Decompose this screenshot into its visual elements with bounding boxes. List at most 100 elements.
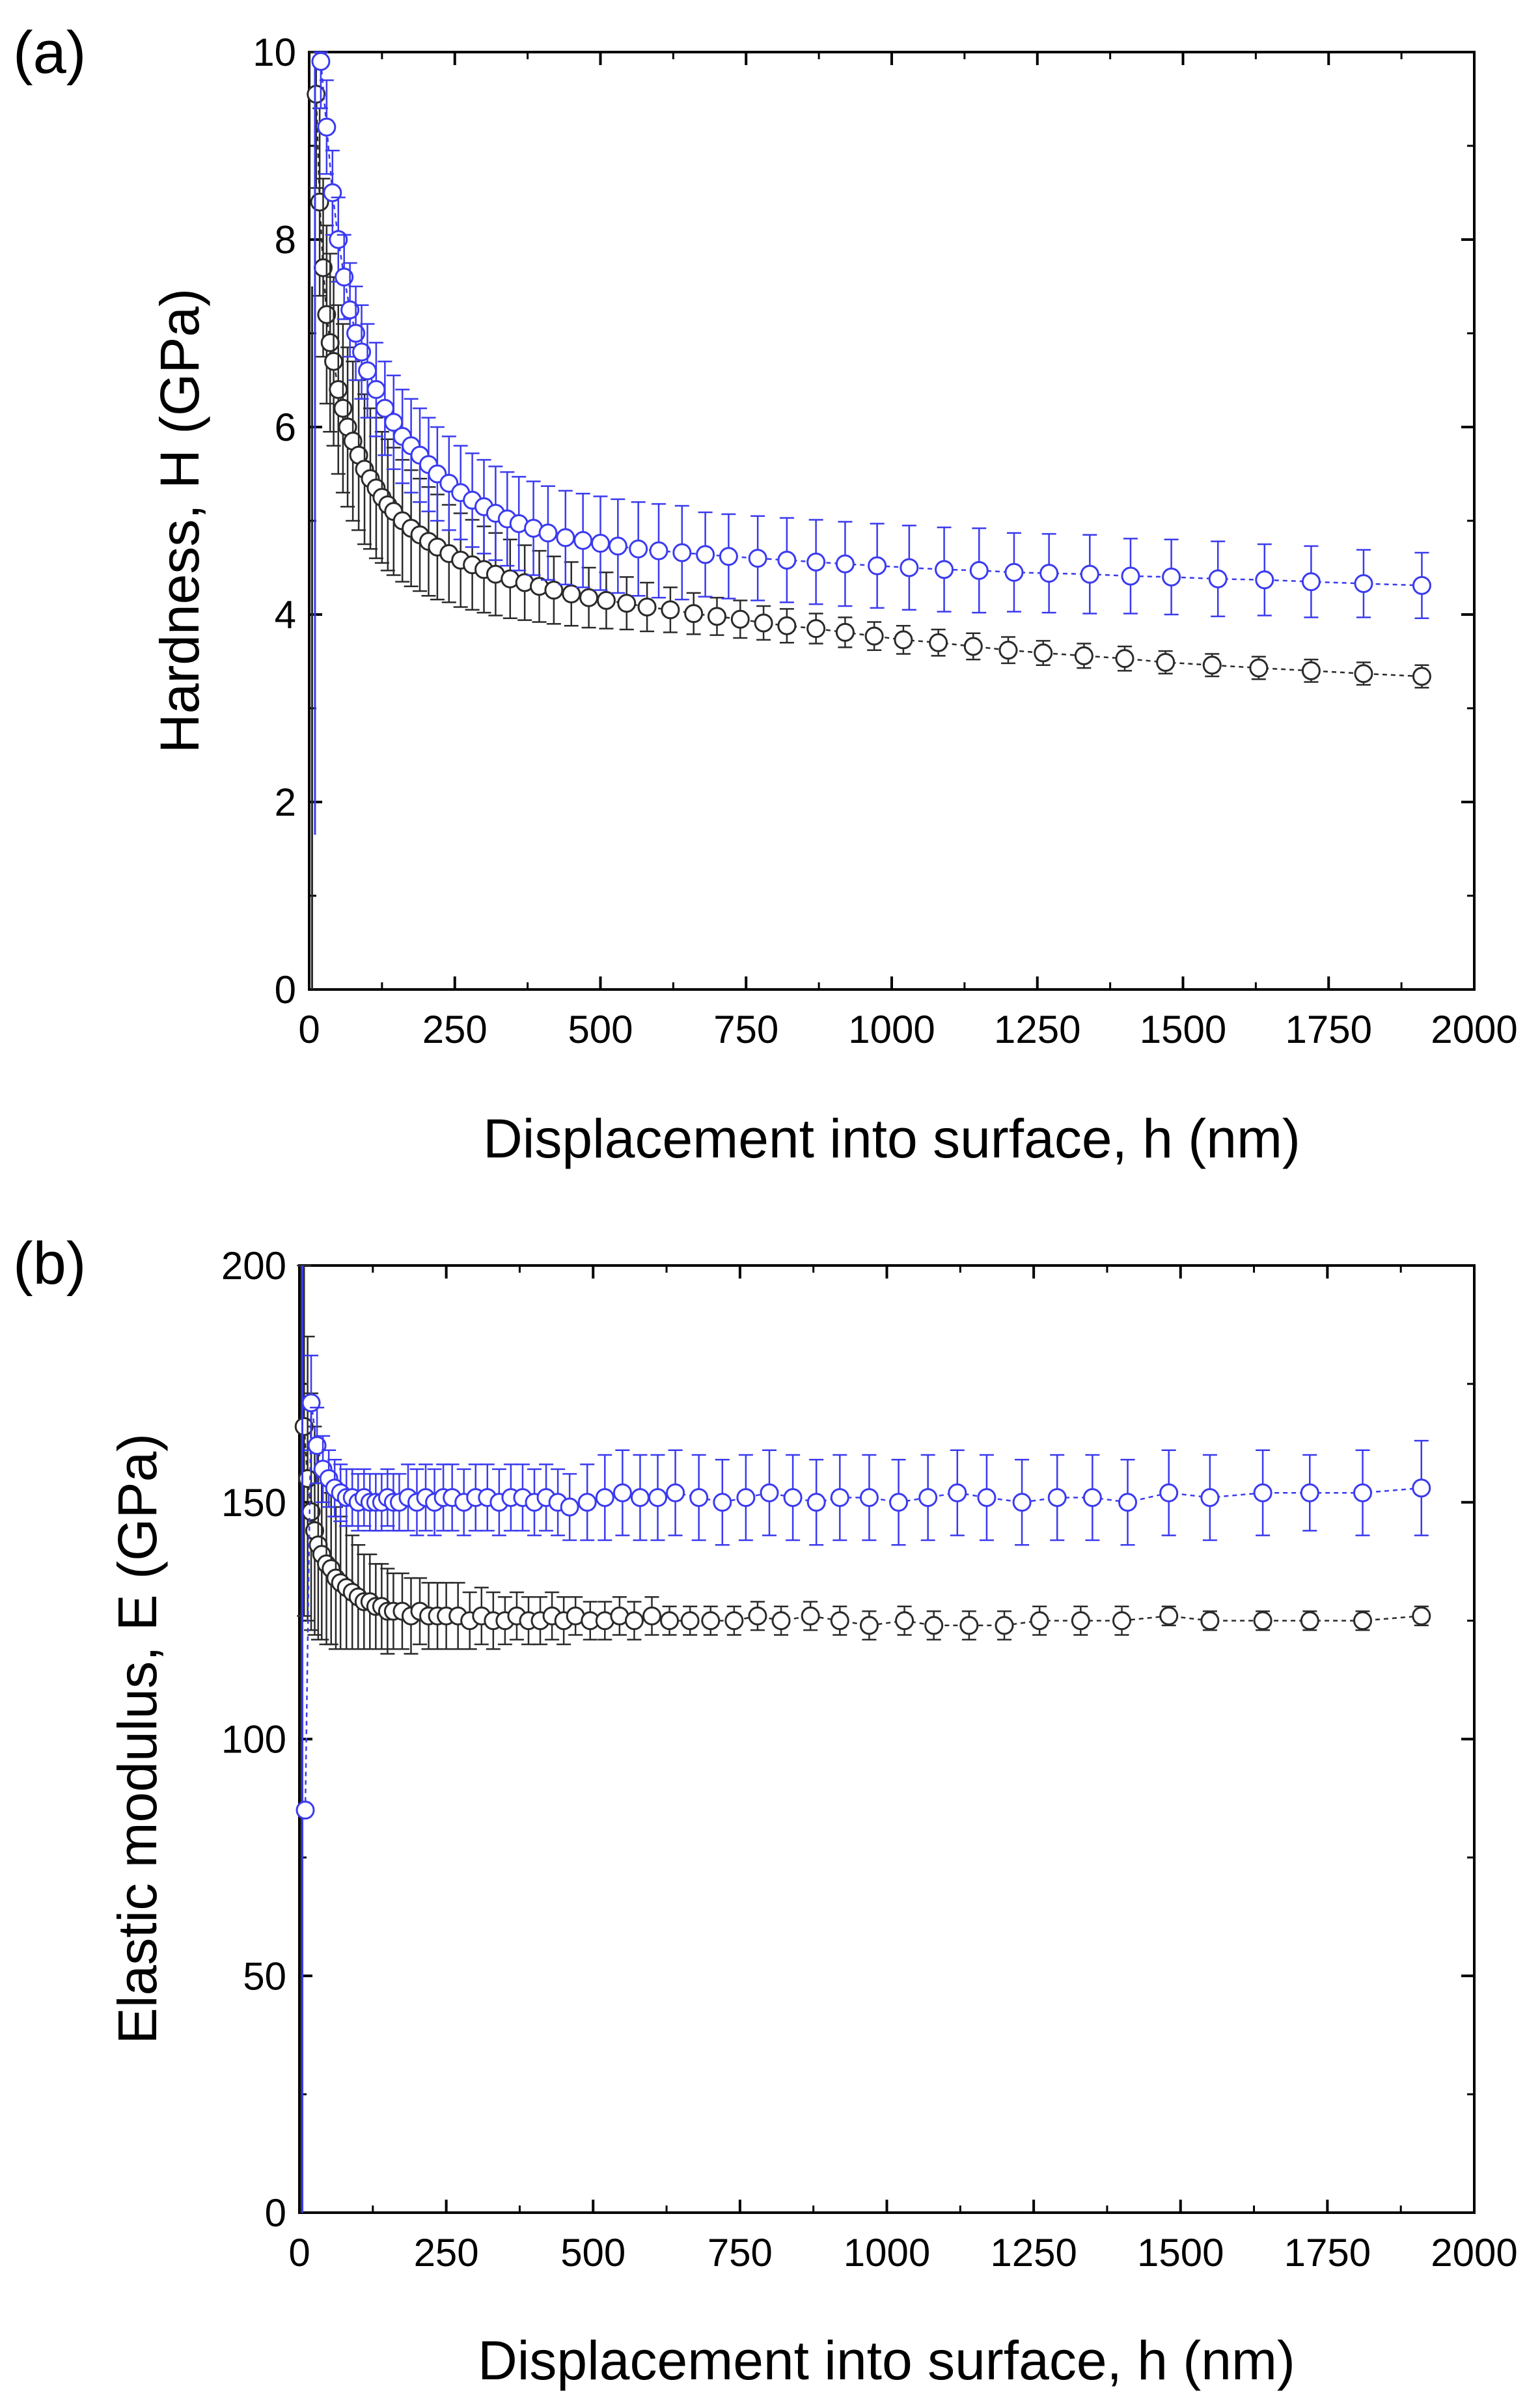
panel-b-x-tick-label: 1000 [844, 2231, 930, 2275]
panel-a-black-point [562, 584, 581, 603]
panel-a-black-point [998, 641, 1018, 660]
panel-b-blue-point [577, 1493, 597, 1512]
panel-b-blue-point [1012, 1493, 1032, 1512]
panel-a-x-tick-label: 250 [422, 1008, 488, 1051]
panel-b-blue-point [1300, 1483, 1319, 1502]
panel-b-x-tick-label: 1500 [1137, 2231, 1224, 2275]
panel-b-black-point [1030, 1611, 1049, 1631]
panel-a-series-blue [311, 51, 1431, 835]
panel-a-blue-point [1354, 574, 1373, 593]
panel-b-y-tick-label: 50 [243, 1954, 286, 1998]
panel-b-label: (b) [13, 1230, 86, 1297]
panel-a-x-tick-label: 1500 [1140, 1008, 1226, 1051]
panel-a-y-tick-label: 8 [275, 218, 296, 262]
panel-a-blue-point [335, 268, 354, 287]
panel-a-hardness-chart: (a) 0 250 500 750 1000 1250 1500 1750 2000 0 2 4 6 8 1… [13, 20, 1518, 1169]
panel-a-black-point [329, 380, 348, 399]
panel-a-black-point [963, 637, 983, 656]
panel-a-black-point [835, 622, 855, 642]
panel-a-blue-point [346, 324, 366, 343]
panel-a-blue-point [591, 534, 610, 553]
panel-b-x-tick-label: 750 [708, 2231, 773, 2275]
panel-a-blue-point [649, 541, 668, 560]
panel-a-black-point [806, 619, 826, 639]
panel-b-blue-point [1159, 1483, 1179, 1502]
panel-a-blue-point [1412, 575, 1431, 595]
panel-a-blue-point [538, 523, 558, 543]
panel-a-ticks: 0 250 500 750 1000 1250 1500 1750 2000 0 2 4 6 8 10 [253, 31, 1517, 1051]
panel-a-x-axis-title: Displacement into surface, h (nm) [483, 1108, 1300, 1169]
panel-b-blue-point [666, 1483, 685, 1502]
panel-b-black-point [1253, 1611, 1272, 1631]
panel-a-blue-point [352, 342, 372, 362]
panel-a-y-tick-label: 10 [253, 31, 296, 74]
panel-b-black-point [895, 1611, 914, 1631]
panel-b-x-axis-title: Displacement into surface, h (nm) [478, 2330, 1295, 2391]
panel-a-black-line [315, 94, 1422, 678]
panel-a-blue-point [1004, 562, 1024, 582]
panel-b-blue-point [1047, 1487, 1067, 1507]
panel-b-y-axis-title: Elastic modulus, E (GPa) [107, 1433, 168, 2044]
panel-b-blue-point [648, 1487, 668, 1507]
panel-b-ticks: 0 250 500 750 1000 1250 1500 1750 2000 0 50 100 150 2… [221, 1244, 1518, 2275]
panel-a-series-black [307, 51, 1431, 989]
panel-a-black-point [1301, 661, 1321, 680]
panel-b-x-tick-label: 1750 [1284, 2231, 1371, 2275]
panel-b-blue-point [1353, 1483, 1373, 1502]
panel-b-blue-point [1253, 1483, 1272, 1502]
panel-b-black-point [1159, 1606, 1179, 1625]
panel-a-x-tick-label: 500 [568, 1008, 633, 1051]
panel-b-blue-point [630, 1487, 650, 1507]
panel-b-blue-point [1200, 1487, 1220, 1507]
panel-a-black-point [320, 333, 340, 352]
panel-b-blue-point [1412, 1478, 1431, 1498]
panel-b-black-point [1412, 1606, 1431, 1625]
panel-a-black-point [317, 305, 337, 324]
panel-b-series-black [294, 1264, 1431, 2213]
panel-b-blue-point [1118, 1493, 1138, 1512]
panel-a-blue-point [366, 380, 386, 399]
panel-a-black-point [1202, 656, 1222, 675]
panel-b-black-point [1300, 1611, 1319, 1631]
panel-b-black-point [1353, 1611, 1373, 1631]
panel-a-plot-area: 0 250 500 750 1000 1250 1500 1750 2000 0 2 4 6 8 10 [253, 31, 1517, 1051]
panel-a-blue-point [1162, 567, 1181, 587]
panel-a-x-tick-label: 1750 [1286, 1008, 1372, 1051]
panel-a-blue-point [556, 528, 575, 547]
panel-a-blue-point [1121, 566, 1140, 586]
panel-b-black-point [624, 1611, 644, 1631]
panel-a-y-tick-label: 0 [275, 968, 296, 1012]
panel-b-blue-point [918, 1487, 938, 1507]
panel-a-black-point [324, 352, 344, 371]
panel-b-black-point [1071, 1611, 1090, 1631]
panel-b-plot-frame [298, 1264, 1476, 2214]
panel-a-black-point [864, 626, 884, 646]
panel-a-blue-point [777, 550, 797, 570]
panel-a-blue-point [696, 545, 715, 564]
panel-a-blue-point [672, 543, 692, 562]
panel-a-data [307, 51, 1431, 989]
panel-b-blue-point [307, 1435, 327, 1455]
panel-b-data [294, 1264, 1431, 2213]
panel-a-black-point [708, 607, 726, 626]
panel-b-y-tick-label: 100 [221, 1718, 286, 1762]
panel-a-black-point [579, 588, 599, 607]
panel-b-y-tick-label: 0 [265, 2191, 286, 2235]
panel-b-black-point [748, 1606, 767, 1625]
panel-a-x-tick-label: 0 [298, 1008, 320, 1051]
panel-b-black-point [1200, 1611, 1220, 1631]
panel-a-blue-point [608, 536, 627, 556]
panel-a-black-point [754, 613, 773, 633]
panel-b-blue-point [830, 1487, 849, 1507]
panel-b-black-point [301, 1502, 321, 1521]
panel-a-y-axis-title: Hardness, H (GPa) [149, 288, 210, 753]
panel-a-black-point [894, 630, 913, 650]
panel-b-black-point [959, 1616, 979, 1635]
panel-a-black-point [777, 616, 797, 635]
panel-b-x-tick-label: 2000 [1431, 2231, 1517, 2275]
panel-a-black-point [1249, 658, 1269, 678]
panel-b-blue-point [859, 1487, 879, 1507]
panel-a-black-point [661, 600, 680, 620]
panel-a-blue-point [358, 361, 377, 381]
